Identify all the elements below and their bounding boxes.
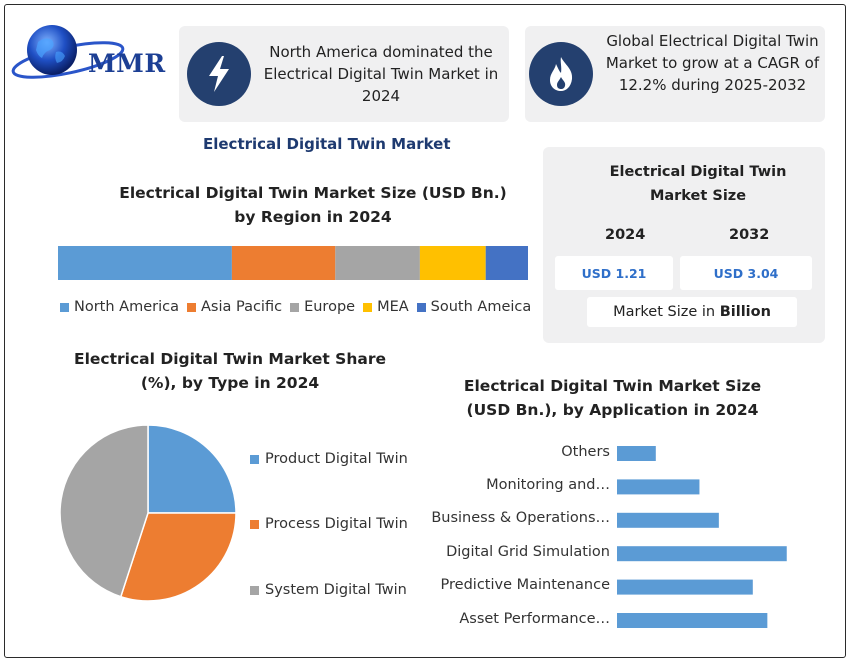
card-text-region: North America dominated the Electrical D… (263, 43, 499, 105)
type-pie-chart (59, 424, 237, 602)
pie-slice-process-digital-twin (119, 512, 237, 602)
application-label-monitoring-and: Monitoring and… (486, 476, 610, 493)
lightning-bolt-icon (187, 42, 251, 106)
legend-swatch (186, 302, 196, 312)
legend-swatch (250, 454, 259, 464)
legend-item-asia-pacific: Asia Pacific (186, 299, 283, 315)
value-2032-box: USD 3.04 (680, 256, 812, 290)
region-segment-europe (335, 246, 420, 280)
application-bar-asset-performance (617, 613, 768, 628)
region-segment-asia-pacific (231, 246, 336, 280)
application-label-business-operations: Business & Operations… (431, 510, 610, 527)
value-2024-box: USD 1.21 (555, 256, 673, 290)
application-bar-monitoring-and (617, 479, 700, 495)
pie-legend-item-system-digital-twin: System Digital Twin (250, 582, 407, 598)
legend-label: Asia Pacific (200, 299, 283, 315)
pie-slice-product-digital-twin (147, 424, 237, 514)
legend-swatch (250, 585, 259, 595)
legend-swatch (250, 519, 259, 529)
flame-icon (529, 42, 593, 106)
legend-label: MEA (377, 299, 409, 315)
legend-swatch (416, 302, 426, 312)
legend-item-europe: Europe (290, 299, 355, 315)
logo-text: MMR (88, 49, 166, 78)
application-chart-title: Electrical Digital Twin Market Size (USD… (463, 377, 762, 419)
market-size-title: Electrical Digital Twin Market Size (609, 164, 787, 204)
application-bar-others (617, 446, 656, 461)
application-label-others: Others (561, 443, 610, 460)
footer-prefix: Market Size in (613, 304, 720, 320)
pie-legend-item-product-digital-twin: Product Digital Twin (250, 451, 408, 467)
pie-legend-item-process-digital-twin: Process Digital Twin (250, 516, 408, 532)
application-bar-business-operations (617, 512, 719, 528)
legend-swatch (60, 302, 69, 312)
legend-label: Process Digital Twin (265, 516, 408, 532)
year-2024-label: 2024 (605, 227, 646, 243)
legend-item-south-ameica: South Ameica (416, 299, 532, 315)
application-label-digital-grid-simulation: Digital Grid Simulation (446, 543, 610, 560)
application-label-predictive-maintenance: Predictive Maintenance (440, 577, 610, 594)
region-stacked-bar (58, 246, 528, 280)
main-title: Electrical Digital Twin Market (203, 135, 451, 153)
legend-swatch (363, 302, 373, 312)
type-chart-title: Electrical Digital Twin Market Share (%)… (74, 350, 386, 392)
legend-swatch (290, 302, 300, 312)
application-bar-chart (617, 446, 787, 628)
legend-label: System Digital Twin (265, 582, 407, 598)
legend-label: South Ameica (430, 299, 532, 315)
region-legend: North America Asia Pacific Europe MEA South … (60, 299, 539, 315)
legend-label: Product Digital Twin (265, 451, 408, 467)
region-chart-title: Electrical Digital Twin Market Size (USD… (119, 184, 507, 226)
card-text-cagr: Global Electrical Digital Twin Market to… (605, 32, 820, 94)
application-bar-predictive-maintenance (617, 579, 753, 595)
pie-slice-system-digital-twin (59, 424, 149, 598)
application-bar-digital-grid-simulation (617, 546, 787, 562)
legend-label: North America (74, 299, 179, 315)
region-segment-north-america (58, 246, 232, 280)
highlight-card-cagr: Global Electrical Digital Twin Market to… (525, 26, 825, 122)
highlight-card-region: North America dominated the Electrical D… (179, 26, 509, 122)
legend-item-mea: MEA (363, 299, 409, 315)
legend-item-north-america: North America (60, 299, 179, 315)
globe-logo-icon (11, 25, 125, 79)
footer-unit: Billion (719, 304, 771, 320)
market-size-footer: Market Size in Billion (587, 297, 797, 327)
mmr-logo: MMR (10, 22, 170, 92)
application-label-asset-performance: Asset Performance… (459, 610, 610, 627)
region-segment-south-ameica (485, 246, 528, 280)
year-2032-label: 2032 (729, 227, 770, 243)
market-size-panel: Electrical Digital Twin Market Size 2024… (543, 147, 825, 343)
legend-label: Europe (304, 299, 356, 315)
region-segment-mea (419, 246, 486, 280)
